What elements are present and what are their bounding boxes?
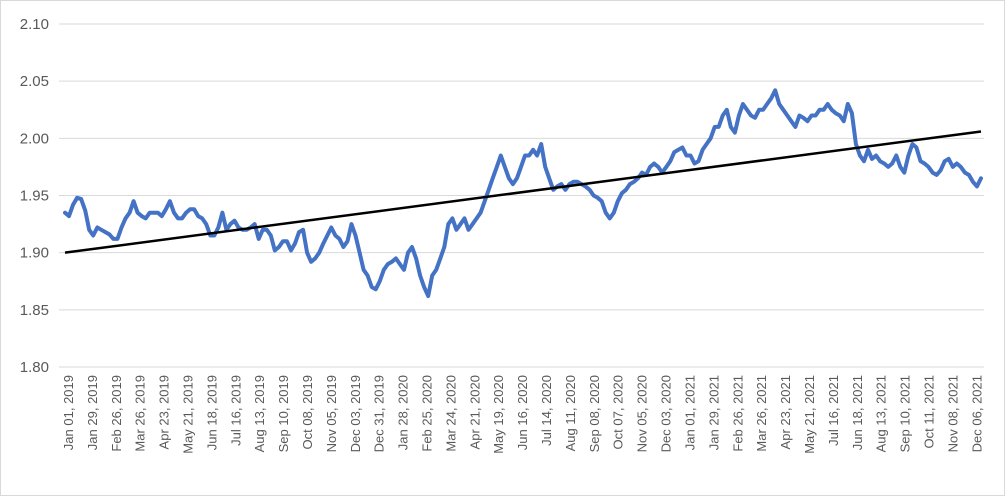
x-tick-label: Jun 16, 2020: [515, 375, 530, 450]
x-tick-label: Jul 16, 2019: [228, 375, 243, 446]
x-tick-label: May 21, 2021: [802, 375, 817, 454]
y-tick-label: 2.10: [20, 16, 49, 33]
x-tick-label: Jan 29, 2021: [706, 375, 721, 450]
x-axis-tick-labels: Jan 01, 2019 Jan 29, 2019 Feb 26, 2019 Mar …: [61, 375, 984, 454]
x-tick-label: Aug 13, 2019: [252, 375, 267, 452]
trend-line: [64, 130, 982, 254]
x-tick-label: Dec 06, 2021: [969, 375, 984, 452]
y-axis-tick-labels: 1.80 1.85 1.90 1.95 2.00 2.05 2.10: [20, 16, 49, 376]
x-tick-label: Feb 26, 2019: [109, 375, 124, 452]
x-tick-label: Jan 28, 2020: [396, 375, 411, 450]
y-tick-label: 2.00: [20, 130, 49, 147]
x-tick-label: Jun 18, 2019: [204, 375, 219, 450]
y-tick-label: 1.90: [20, 245, 49, 262]
y-tick-label: 1.95: [20, 188, 49, 205]
plot-area: [63, 88, 983, 299]
x-tick-label: Jun 18, 2021: [850, 375, 865, 450]
x-tick-label: Oct 11, 2021: [921, 375, 936, 448]
y-tick-label: 2.05: [20, 73, 49, 90]
x-tick-label: Apr 21, 2020: [467, 375, 482, 449]
gridlines: [59, 23, 984, 368]
x-tick-label: Nov 05, 2019: [324, 375, 339, 452]
x-tick-label: Apr 23, 2021: [778, 375, 793, 449]
x-tick-label: Mar 26, 2021: [754, 375, 769, 452]
x-tick-label: Apr 23, 2019: [157, 375, 172, 449]
x-tick-label: Sep 10, 2019: [276, 375, 291, 452]
x-tick-label: Dec 03, 2019: [348, 375, 363, 452]
price-series-line: [63, 88, 983, 299]
x-tick-label: Mar 26, 2019: [133, 375, 148, 452]
x-tick-label: Oct 07, 2020: [611, 375, 626, 449]
x-tick-label: Aug 13, 2021: [874, 375, 889, 452]
x-tick-label: May 19, 2020: [491, 375, 506, 454]
x-tick-label: Sep 10, 2021: [898, 375, 913, 452]
x-tick-label: Dec 03, 2020: [659, 375, 674, 452]
x-tick-label: May 21, 2019: [181, 375, 196, 454]
x-tick-label: Jan 01, 2021: [682, 375, 697, 450]
x-tick-label: Jul 16, 2021: [826, 375, 841, 446]
x-tick-label: Nov 08, 2021: [945, 375, 960, 452]
y-tick-label: 1.85: [20, 302, 49, 319]
y-tick-label: 1.80: [20, 359, 49, 376]
x-tick-label: Feb 26, 2021: [730, 375, 745, 452]
x-tick-label: Mar 24, 2020: [443, 375, 458, 452]
x-tick-label: Oct 08, 2019: [300, 375, 315, 449]
x-tick-label: Jan 01, 2019: [61, 375, 76, 450]
x-tick-label: Aug 11, 2020: [563, 375, 578, 451]
x-tick-label: Feb 25, 2020: [420, 375, 435, 452]
x-tick-label: Sep 08, 2020: [587, 375, 602, 452]
x-tick-label: Nov 05, 2020: [635, 375, 650, 452]
x-tick-label: Jul 14, 2020: [539, 375, 554, 446]
x-tick-label: Dec 31, 2019: [372, 375, 387, 452]
x-tick-label: Jan 29, 2019: [85, 375, 100, 450]
